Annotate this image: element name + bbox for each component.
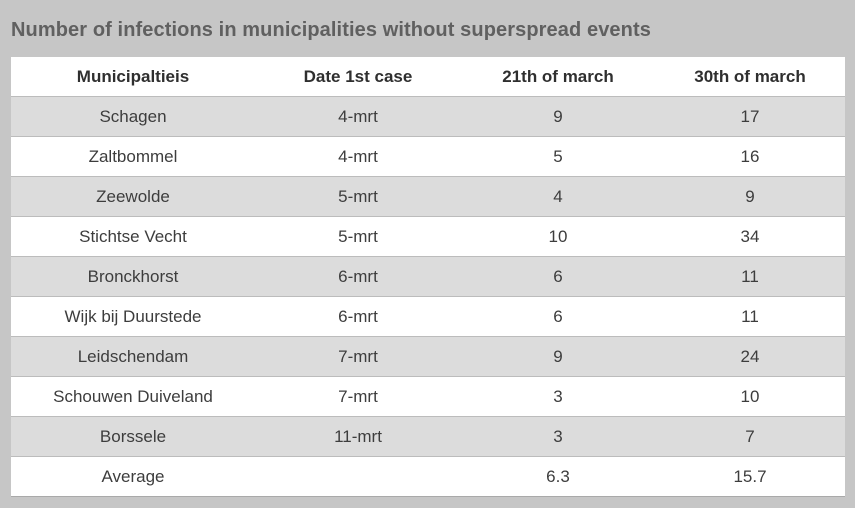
cell-average-label: Average — [11, 457, 255, 496]
table-row: Wijk bij Duurstede 6-mrt 6 11 — [11, 297, 845, 337]
table-row: Schouwen Duiveland 7-mrt 3 10 — [11, 377, 845, 417]
cell-march-21: 3 — [461, 417, 655, 457]
table-row: Bronckhorst 6-mrt 6 11 — [11, 257, 845, 297]
cell-municipality: Bronckhorst — [11, 257, 255, 297]
cell-date-first-case: 11-mrt — [255, 417, 461, 457]
table-row: Borssele 11-mrt 3 7 — [11, 417, 845, 457]
cell-municipality: Zaltbommel — [11, 137, 255, 177]
cell-march-21: 6 — [461, 257, 655, 297]
table-row: Stichtse Vecht 5-mrt 10 34 — [11, 217, 845, 257]
header-march-30: 30th of march — [655, 57, 845, 97]
cell-date-first-case: 6-mrt — [255, 297, 461, 337]
header-municipality: Municipaltieis — [11, 57, 255, 97]
infections-table: Municipaltieis Date 1st case 21th of mar… — [11, 57, 845, 496]
cell-march-21: 5 — [461, 137, 655, 177]
table-row: Leidschendam 7-mrt 9 24 — [11, 337, 845, 377]
cell-average-march-21: 6.3 — [461, 457, 655, 496]
cell-march-21: 10 — [461, 217, 655, 257]
cell-march-21: 4 — [461, 177, 655, 217]
page-title: Number of infections in municipalities w… — [11, 19, 651, 41]
cell-municipality: Leidschendam — [11, 337, 255, 377]
cell-march-30: 34 — [655, 217, 845, 257]
cell-march-30: 7 — [655, 417, 845, 457]
header-march-21: 21th of march — [461, 57, 655, 97]
table-row: Zaltbommel 4-mrt 5 16 — [11, 137, 845, 177]
table-header-row: Municipaltieis Date 1st case 21th of mar… — [11, 57, 845, 97]
cell-municipality: Stichtse Vecht — [11, 217, 255, 257]
cell-march-30: 11 — [655, 297, 845, 337]
cell-march-30: 9 — [655, 177, 845, 217]
cell-municipality: Wijk bij Duurstede — [11, 297, 255, 337]
cell-date-first-case — [255, 457, 461, 496]
cell-date-first-case: 7-mrt — [255, 377, 461, 417]
cell-march-30: 10 — [655, 377, 845, 417]
cell-date-first-case: 6-mrt — [255, 257, 461, 297]
header-date-first-case: Date 1st case — [255, 57, 461, 97]
cell-march-21: 9 — [461, 337, 655, 377]
cell-date-first-case: 4-mrt — [255, 137, 461, 177]
cell-march-21: 9 — [461, 97, 655, 137]
table-row: Zeewolde 5-mrt 4 9 — [11, 177, 845, 217]
cell-municipality: Schouwen Duiveland — [11, 377, 255, 417]
cell-march-30: 11 — [655, 257, 845, 297]
cell-date-first-case: 5-mrt — [255, 217, 461, 257]
cell-municipality: Schagen — [11, 97, 255, 137]
cell-march-21: 3 — [461, 377, 655, 417]
cell-march-21: 6 — [461, 297, 655, 337]
cell-average-march-30: 15.7 — [655, 457, 845, 496]
cell-march-30: 16 — [655, 137, 845, 177]
cell-march-30: 24 — [655, 337, 845, 377]
cell-municipality: Borssele — [11, 417, 255, 457]
cell-date-first-case: 7-mrt — [255, 337, 461, 377]
cell-date-first-case: 5-mrt — [255, 177, 461, 217]
cell-municipality: Zeewolde — [11, 177, 255, 217]
table-row: Schagen 4-mrt 9 17 — [11, 97, 845, 137]
cell-date-first-case: 4-mrt — [255, 97, 461, 137]
cell-march-30: 17 — [655, 97, 845, 137]
table-row-average: Average 6.3 15.7 — [11, 457, 845, 496]
infections-table-container: Municipaltieis Date 1st case 21th of mar… — [11, 57, 845, 497]
